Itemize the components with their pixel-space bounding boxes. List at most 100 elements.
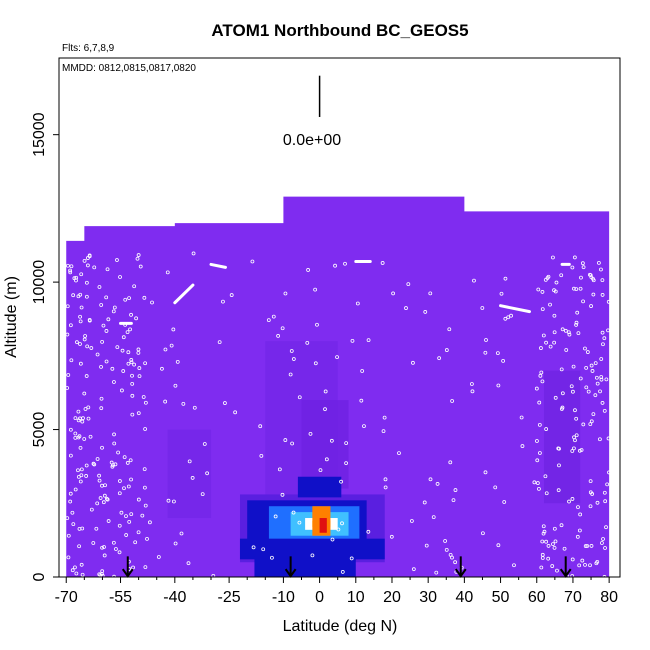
- track-point: [109, 460, 114, 465]
- y-tick-label: 5000: [31, 412, 48, 448]
- track-point: [136, 253, 141, 257]
- track-point: [587, 272, 592, 277]
- track-point: [534, 386, 539, 391]
- track-point: [570, 557, 575, 562]
- track-point: [581, 299, 585, 304]
- track-point: [97, 473, 101, 478]
- track-point: [128, 327, 132, 332]
- track-point: [76, 474, 81, 479]
- track-point: [114, 547, 118, 551]
- track-point: [126, 484, 131, 489]
- track-point: [579, 275, 583, 280]
- track-point: [541, 333, 546, 338]
- track-point: [595, 500, 600, 505]
- track-point: [560, 391, 565, 396]
- track-point: [145, 537, 149, 541]
- track-point: [355, 301, 360, 306]
- track-point: [205, 471, 210, 476]
- x-tick-label: -25: [218, 589, 241, 606]
- track-point: [344, 461, 348, 466]
- track-point: [572, 255, 577, 260]
- track-point: [535, 458, 540, 463]
- x-tick-label: 20: [383, 589, 401, 606]
- track-point: [448, 552, 453, 557]
- track-point: [110, 464, 115, 469]
- track-point: [453, 488, 458, 492]
- track-point: [589, 304, 593, 308]
- track-point: [78, 342, 82, 346]
- track-point: [598, 389, 602, 394]
- track-point: [551, 255, 555, 260]
- track-point: [156, 555, 161, 559]
- track-point: [553, 395, 558, 400]
- track-point: [70, 568, 75, 573]
- track-point: [78, 314, 82, 319]
- track-point: [80, 526, 85, 531]
- track-point: [83, 334, 87, 338]
- track-point: [117, 491, 122, 496]
- track-point: [291, 357, 296, 361]
- track-point: [562, 546, 567, 551]
- y-axis: 0 5000 10000 15000: [31, 112, 59, 581]
- track-point: [95, 457, 100, 461]
- track-point: [113, 462, 118, 467]
- track-point: [192, 405, 197, 410]
- track-point: [444, 547, 449, 552]
- track-point: [552, 330, 557, 335]
- track-point: [100, 445, 104, 450]
- track-point: [112, 441, 117, 446]
- track-point: [163, 399, 168, 404]
- track-point: [89, 507, 94, 512]
- track-point: [571, 389, 575, 394]
- track-point: [101, 500, 106, 505]
- track-point: [250, 259, 255, 264]
- track-point: [506, 315, 511, 320]
- track-point: [104, 359, 109, 364]
- track-point: [74, 278, 78, 283]
- track-point: [574, 287, 579, 292]
- track-point: [383, 477, 388, 482]
- track-point: [127, 296, 131, 301]
- track-point: [444, 348, 449, 352]
- track-point: [360, 369, 365, 373]
- track-point: [324, 457, 329, 462]
- track-point: [104, 329, 109, 333]
- track-point: [95, 501, 100, 506]
- track-point: [86, 416, 91, 421]
- track-point: [428, 291, 433, 296]
- track-point: [100, 545, 104, 550]
- track-point: [540, 379, 545, 384]
- track-point: [101, 323, 106, 328]
- track-point: [520, 444, 525, 448]
- track-point: [137, 366, 142, 370]
- track-point: [102, 553, 107, 558]
- track-point: [124, 533, 129, 537]
- track-point: [291, 510, 296, 515]
- track-leg: [209, 262, 227, 269]
- track-point: [99, 406, 104, 411]
- track-point: [125, 461, 130, 465]
- track-point: [532, 480, 537, 485]
- track-point: [75, 340, 79, 345]
- track-point: [130, 373, 134, 378]
- track-point: [79, 272, 84, 277]
- track-point: [163, 347, 168, 352]
- track-point: [552, 526, 557, 531]
- track-point: [117, 550, 122, 555]
- track-point: [575, 534, 580, 539]
- track-point: [595, 381, 600, 386]
- track-point: [105, 267, 110, 272]
- track-point: [578, 286, 583, 291]
- track-point: [89, 346, 94, 350]
- track-point: [283, 438, 288, 442]
- track-point: [127, 519, 132, 524]
- track-point: [259, 453, 264, 458]
- track-point: [560, 327, 565, 332]
- track-point: [600, 330, 605, 335]
- track-point: [539, 346, 543, 350]
- track-point: [129, 512, 134, 516]
- track-point: [570, 449, 575, 453]
- y-axis-label: Altitude (m): [3, 276, 20, 358]
- track-point: [559, 523, 564, 528]
- track-point: [435, 482, 440, 486]
